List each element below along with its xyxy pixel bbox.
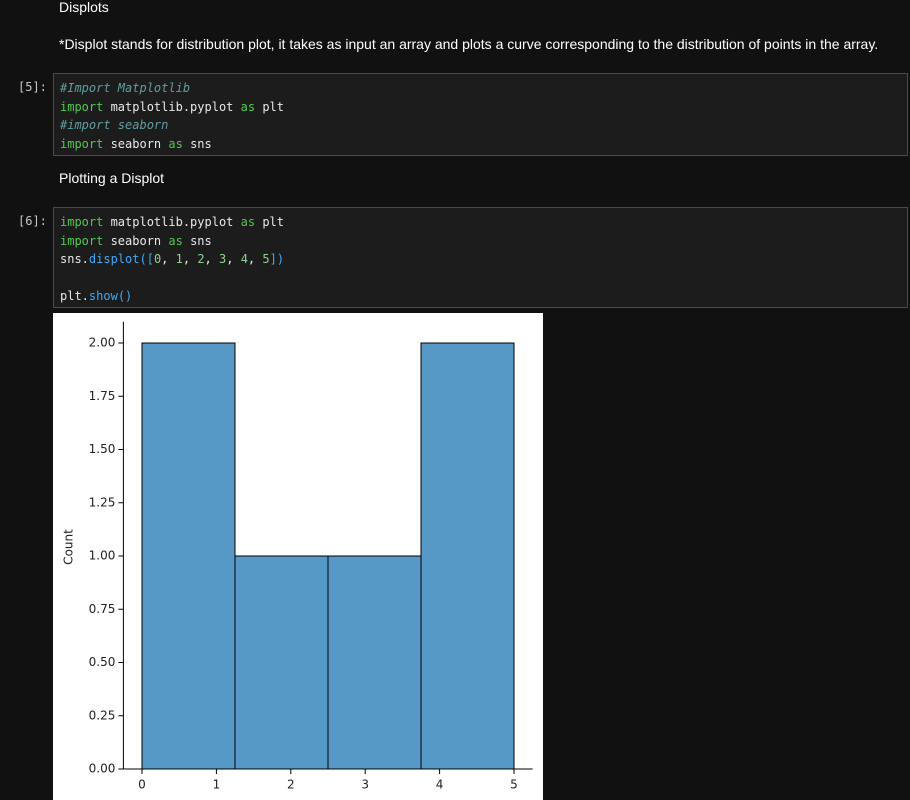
code-token: sns. (60, 252, 89, 266)
code-token: as (240, 99, 256, 114)
y-tick-label: 1.75 (89, 389, 116, 403)
code-token: matplotlib.pyplot (103, 215, 241, 229)
code-line (60, 269, 907, 288)
y-tick-label: 0.75 (89, 602, 116, 616)
x-tick-label: 5 (510, 778, 518, 792)
code-token: as (240, 215, 256, 229)
code-token: as (168, 136, 183, 151)
code-line: #Import Matplotlib (60, 79, 907, 98)
y-tick-label: 1.50 (89, 442, 116, 456)
y-axis-label: Count (62, 529, 76, 565)
code-token: , (226, 252, 241, 266)
code-token: , (182, 252, 198, 266)
code-token: , (161, 252, 176, 266)
cell-prompt: [6]: (18, 214, 47, 228)
code-token: 1 (175, 252, 183, 266)
code-token: plt. (60, 289, 89, 303)
y-tick-label: 0.50 (89, 655, 116, 669)
code-line: import matplotlib.pyplot as plt (60, 98, 907, 117)
y-tick-label: 2.00 (89, 336, 116, 350)
cell-prompt: [5]: (18, 80, 47, 94)
y-tick-label: 0.00 (89, 762, 116, 776)
code-line: sns.displot([0, 1, 2, 3, 4, 5]) (60, 250, 907, 269)
code-token: sns (182, 136, 212, 151)
code-token: ]) (269, 252, 285, 266)
chart: Count 0.00 0.25 0.50 0.75 1.00 1.25 1.50 1.75 2.… (53, 313, 543, 800)
code-token: sns (182, 233, 212, 248)
y-tick-label: 0.25 (89, 708, 116, 722)
code-token: () (117, 289, 133, 303)
code-token: displot (88, 252, 140, 266)
code-token: 3 (219, 252, 227, 266)
markdown-text: Plotting a Displot (59, 170, 165, 186)
code-token: matplotlib.pyplot (103, 99, 241, 114)
bar (420, 342, 515, 770)
code-token: 2 (197, 252, 205, 266)
code-token: 4 (240, 252, 248, 266)
code-token: seaborn (103, 136, 169, 151)
code-token: plt (255, 99, 284, 114)
code-token: show (88, 289, 118, 303)
code-token: import (60, 215, 104, 229)
bar (141, 342, 236, 770)
code-line: plt.show() (60, 287, 907, 306)
code-token: , (247, 252, 263, 266)
x-tick-label: 3 (361, 778, 369, 792)
code-cell[interactable]: import matplotlib.pyplot as plt import s… (53, 207, 908, 308)
x-tick-label: 1 (213, 778, 221, 792)
code-token: seaborn (103, 233, 169, 248)
code-token: #import seaborn (60, 118, 169, 132)
code-token: ([ (139, 252, 154, 266)
code-token: as (168, 233, 183, 248)
x-tick-label: 2 (287, 778, 295, 792)
code-token: import (60, 99, 104, 114)
code-line: import matplotlib.pyplot as plt (60, 213, 907, 232)
markdown-text: *Displot stands for distribution plot, i… (59, 36, 879, 52)
code-token: plt (255, 215, 284, 229)
bar (327, 555, 422, 770)
bar (234, 555, 329, 770)
code-token: import (60, 136, 104, 151)
markdown-heading: Displots (59, 0, 109, 15)
code-token: , (204, 252, 219, 266)
x-tick-label: 4 (436, 778, 444, 792)
code-token: 0 (153, 252, 162, 266)
code-token: import (60, 233, 104, 248)
code-line: import seaborn as sns (60, 135, 907, 154)
code-token: #Import Matplotlib (60, 81, 191, 95)
code-line: #import seaborn (60, 116, 907, 135)
code-token: 5 (262, 252, 270, 266)
x-tick-label: 0 (138, 778, 146, 792)
code-cell[interactable]: #Import Matplotlib import matplotlib.pyp… (53, 73, 908, 156)
y-tick-label: 1.25 (89, 495, 116, 509)
code-line: import seaborn as sns (60, 232, 907, 251)
y-tick-label: 1.00 (89, 549, 116, 563)
